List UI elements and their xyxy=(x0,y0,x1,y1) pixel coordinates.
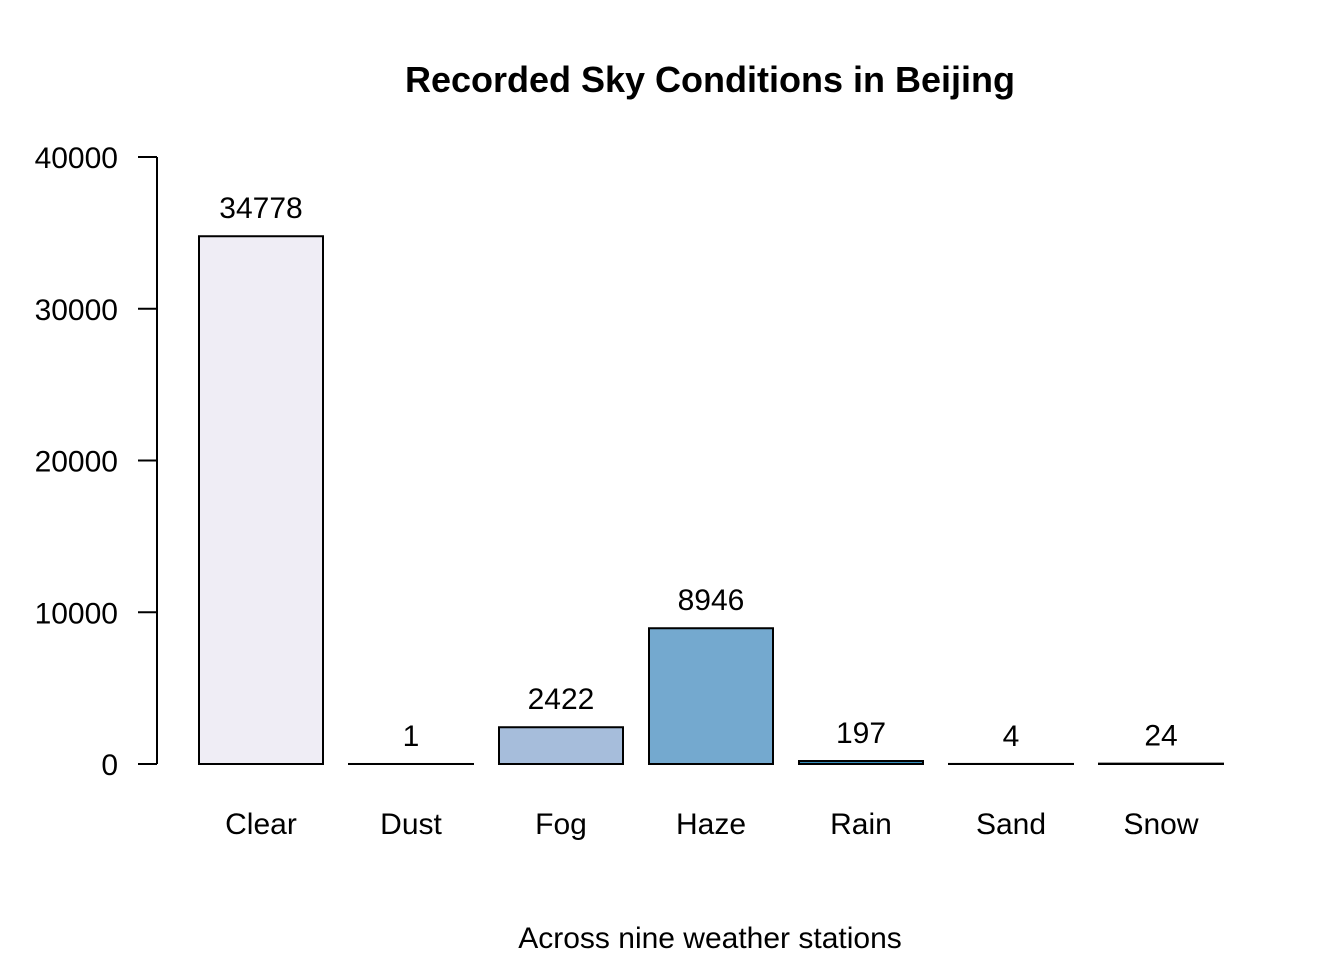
bars-group xyxy=(198,235,1224,766)
chart-title: Recorded Sky Conditions in Beijing xyxy=(405,59,1015,100)
value-label-sand: 4 xyxy=(1003,720,1020,753)
x-tick-label-rain: Rain xyxy=(830,808,892,841)
value-label-snow: 24 xyxy=(1144,720,1177,753)
x-tick-label-haze: Haze xyxy=(676,808,746,841)
x-tick-label-clear: Clear xyxy=(225,808,297,841)
x-tick-label-sand: Sand xyxy=(976,808,1046,841)
bar-fog xyxy=(498,726,624,766)
value-labels-group: 34778 1 2422 8946 197 4 24 xyxy=(219,192,1177,753)
x-axis-title: Across nine weather stations xyxy=(518,922,902,955)
y-tick-label: 40000 xyxy=(35,142,118,175)
y-tick-label: 0 xyxy=(101,749,118,782)
value-label-rain: 197 xyxy=(836,717,886,750)
x-tick-label-fog: Fog xyxy=(535,808,587,841)
y-axis: 0 10000 20000 30000 40000 xyxy=(35,142,158,782)
bar-rain xyxy=(798,760,924,765)
value-label-dust: 1 xyxy=(403,720,420,753)
y-tick-label: 20000 xyxy=(35,446,118,479)
bar-clear xyxy=(198,235,324,766)
y-tick-label: 30000 xyxy=(35,294,118,327)
value-label-clear: 34778 xyxy=(219,192,302,225)
x-tick-label-snow: Snow xyxy=(1123,808,1198,841)
y-tick-label: 10000 xyxy=(35,597,118,630)
x-tick-label-dust: Dust xyxy=(380,808,442,841)
value-label-fog: 2422 xyxy=(528,683,595,716)
x-tick-labels-group: Clear Dust Fog Haze Rain Sand Snow xyxy=(225,808,1199,841)
bar-haze xyxy=(648,627,774,765)
value-label-haze: 8946 xyxy=(678,584,745,617)
